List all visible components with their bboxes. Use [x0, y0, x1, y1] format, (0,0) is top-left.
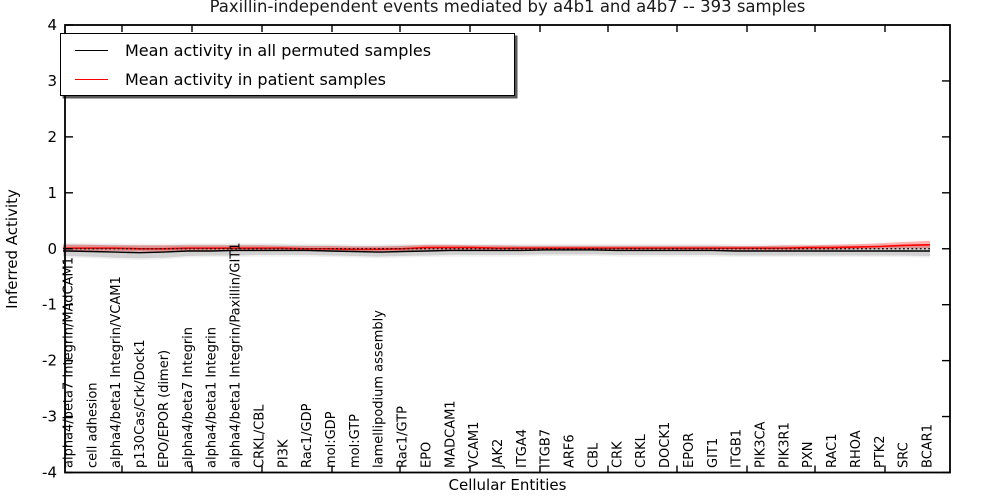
- x-category-label: GIT1: [706, 438, 721, 468]
- x-category-label: DOCK1: [658, 422, 673, 468]
- x-category-label: alpha4/beta7 Integrin/MAdCAM1: [62, 257, 77, 468]
- y-tick-label: -1: [42, 296, 57, 314]
- x-category-label: alpha4/beta1 Integrin: [205, 327, 220, 468]
- chart-title: Paxillin-independent events mediated by …: [209, 0, 806, 16]
- legend-entry-permuted: Mean activity in all permuted samples: [75, 39, 514, 61]
- x-category-label: Rac1/GDP: [300, 403, 315, 468]
- x-category-label: ITGA4: [515, 429, 530, 468]
- x-category-label: ARF6: [563, 434, 578, 468]
- x-category-label: alpha4/beta7 Integrin: [181, 327, 196, 468]
- x-category-label: RHOA: [849, 430, 864, 468]
- x-category-label: MADCAM1: [443, 400, 458, 468]
- x-category-label: EPO: [419, 442, 434, 468]
- y-tick-label: 0: [47, 240, 57, 258]
- x-category-label: mol:GTP: [348, 414, 363, 468]
- x-category-label: p130Cas/Crk/Dock1: [133, 339, 148, 468]
- patient-line-swatch: [75, 78, 108, 80]
- x-category-label: RAC1: [825, 433, 840, 468]
- y-tick-label: 2: [47, 128, 57, 146]
- permuted-band-halo: [63, 242, 930, 260]
- x-category-label: PIK3CA: [754, 421, 769, 468]
- x-category-label: ITGB1: [730, 429, 745, 468]
- y-tick-label: -3: [42, 408, 57, 426]
- x-category-label: cell adhesion: [85, 382, 100, 468]
- x-category-label: EPOR: [682, 433, 697, 468]
- y-tick-label: 3: [47, 72, 57, 90]
- x-category-label: mol:GDP: [324, 411, 339, 468]
- legend-entry-patient: Mean activity in patient samples: [75, 68, 514, 90]
- x-category-label: lamellipodium assembly: [372, 310, 387, 468]
- x-category-label: CBL: [586, 442, 601, 468]
- permuted-line-swatch: [75, 49, 108, 51]
- x-category-label: Rac1/GTP: [396, 406, 411, 468]
- y-tick-label: 4: [47, 16, 57, 34]
- x-category-label: PTK2: [873, 435, 888, 468]
- x-category-label: alpha4/beta1 Integrin/VCAM1: [109, 276, 124, 468]
- x-category-label: ITGB7: [539, 429, 554, 468]
- x-category-label: SRC: [897, 442, 912, 468]
- y-tick-label: -2: [42, 352, 57, 370]
- legend-label-patient: Mean activity in patient samples: [125, 69, 386, 89]
- x-category-label: JAK2: [491, 439, 506, 469]
- x-category-label: alpha4/beta1 Integrin/Paxillin/GIT1: [229, 242, 244, 468]
- x-category-label: PI3K: [276, 439, 291, 468]
- legend: Mean activity in all permuted samples Me…: [60, 33, 515, 96]
- permuted-mean-line: [63, 249, 930, 254]
- x-category-label: EPO/EPOR (dimer): [157, 350, 172, 468]
- y-axis-label: Inferred Activity: [3, 189, 21, 309]
- x-category-label: CRKL: [634, 433, 649, 468]
- x-category-label: BCAR1: [921, 424, 936, 468]
- x-category-label: PXN: [801, 442, 816, 468]
- x-category-label: CRKL/CBL: [252, 404, 267, 468]
- y-tick-label: 1: [47, 184, 57, 202]
- x-category-label: CRK: [610, 441, 625, 468]
- legend-label-permuted: Mean activity in all permuted samples: [125, 40, 432, 60]
- x-category-label: VCAM1: [467, 422, 482, 468]
- x-category-label: PIK3R1: [777, 422, 792, 468]
- patient-mean-line: [63, 244, 930, 251]
- x-axis-label: Cellular Entities: [448, 476, 567, 494]
- y-tick-label: -4: [42, 464, 57, 482]
